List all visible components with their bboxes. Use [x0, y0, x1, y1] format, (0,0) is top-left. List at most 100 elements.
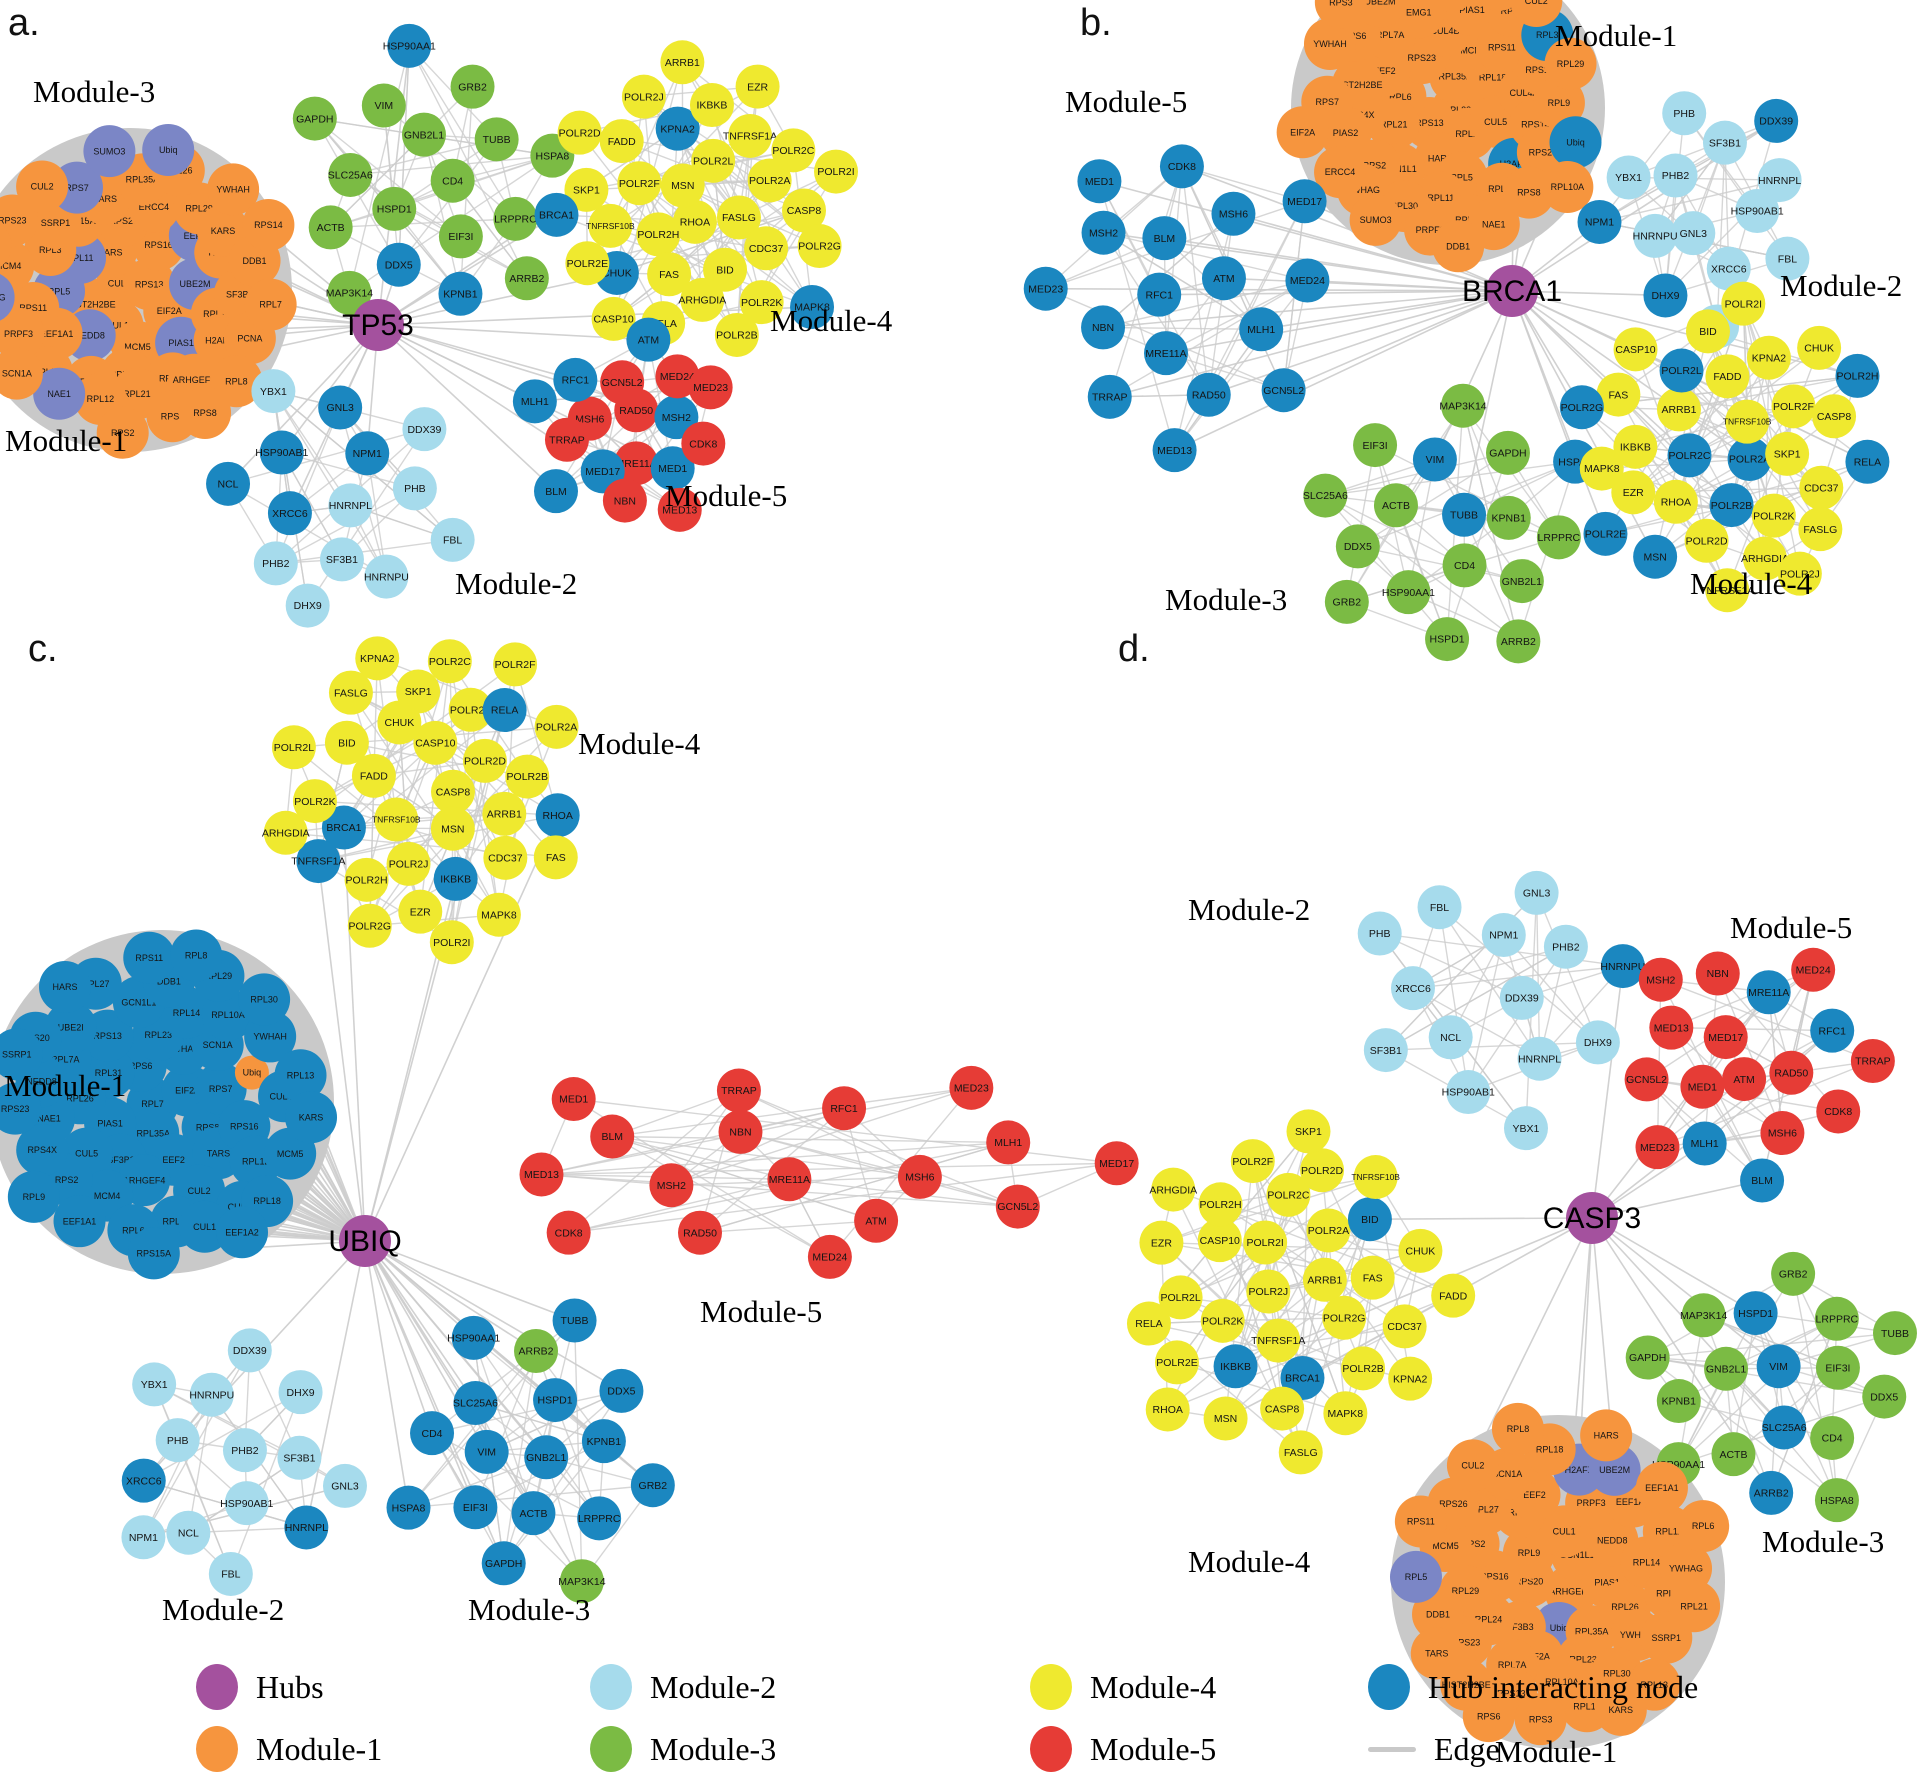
node-POLR2J[interactable] — [1777, 551, 1822, 596]
node-GNB2L1[interactable] — [524, 1435, 569, 1480]
node-SF3B1[interactable] — [319, 537, 364, 582]
node-MED1[interactable] — [1077, 159, 1122, 204]
node-VIM[interactable] — [361, 83, 406, 128]
node-POLR2C[interactable] — [427, 639, 472, 684]
node-KARS[interactable] — [285, 1091, 338, 1144]
node-SCN1A[interactable] — [0, 347, 43, 400]
node-CDC37[interactable] — [1382, 1304, 1427, 1349]
node-RPL9[interactable] — [7, 1170, 60, 1223]
node-KPNB1[interactable] — [1656, 1379, 1701, 1424]
node-POLR2J[interactable] — [386, 841, 431, 886]
node-KPNA2[interactable] — [355, 636, 400, 681]
node-KPNB1[interactable] — [438, 271, 483, 316]
node-RPS11[interactable] — [123, 931, 176, 984]
node-SF3B1[interactable] — [277, 1435, 322, 1480]
node-EZR[interactable] — [1611, 470, 1656, 515]
node-GCN5L2[interactable] — [1624, 1057, 1669, 1102]
node-CASP8[interactable] — [1812, 394, 1857, 439]
node-RFC1[interactable] — [1137, 272, 1182, 317]
node-MLH1[interactable] — [1239, 307, 1284, 352]
node-FAS[interactable] — [1596, 372, 1641, 417]
node-POLR2B[interactable] — [714, 312, 759, 357]
node-ATM[interactable] — [854, 1198, 899, 1243]
node-MAPK8[interactable] — [1579, 446, 1624, 491]
node-MRE11A[interactable] — [767, 1157, 812, 1202]
hub-node-UBIQ[interactable] — [339, 1215, 391, 1267]
node-ARRB2[interactable] — [514, 1328, 559, 1373]
node-MSN[interactable] — [430, 806, 475, 851]
node-PHB[interactable] — [1662, 91, 1707, 136]
node-CDK8[interactable] — [1159, 144, 1204, 189]
node-RPS6[interactable] — [1462, 1690, 1515, 1743]
node-POLR2F[interactable] — [1771, 384, 1816, 429]
node-RPL9[interactable] — [0, 219, 12, 271]
node-HSPD1[interactable] — [1425, 617, 1470, 662]
node-BID[interactable] — [1685, 309, 1730, 354]
node-NCL[interactable] — [1428, 1015, 1473, 1060]
node-POLR2H[interactable] — [636, 212, 681, 257]
node-RHOA[interactable] — [535, 793, 580, 838]
node-POLR2A[interactable] — [1306, 1208, 1351, 1253]
node-POLR2B[interactable] — [1709, 483, 1754, 528]
node-CASP10[interactable] — [413, 720, 458, 765]
node-POLR2L[interactable] — [1158, 1275, 1203, 1320]
node-RPL30[interactable] — [238, 973, 291, 1026]
node-MED13[interactable] — [657, 487, 702, 532]
node-SUMO3[interactable] — [83, 125, 136, 178]
node-FBL[interactable] — [1765, 236, 1810, 281]
node-POLR2E[interactable] — [448, 687, 493, 732]
node-ACTB[interactable] — [511, 1491, 556, 1536]
node-MAP3K14[interactable] — [559, 1559, 604, 1604]
node-MSH6[interactable] — [1760, 1111, 1805, 1156]
node-YBX1[interactable] — [251, 369, 296, 414]
node-DDX5[interactable] — [376, 242, 421, 287]
node-FBL[interactable] — [208, 1551, 253, 1596]
node-HSP90AA1[interactable] — [387, 23, 432, 68]
node-GRB2[interactable] — [1771, 1251, 1816, 1296]
node-BLM[interactable] — [1740, 1158, 1785, 1203]
node-KARS[interactable] — [1594, 1683, 1647, 1736]
node-YBX1[interactable] — [1503, 1106, 1548, 1151]
node-SF3B1[interactable] — [1702, 120, 1747, 165]
node-HNRNPL[interactable] — [1757, 158, 1802, 203]
node-MED24[interactable] — [807, 1234, 852, 1279]
node-CHUK[interactable] — [1398, 1228, 1443, 1273]
node-PHB2[interactable] — [1543, 924, 1588, 969]
node-RPL8[interactable] — [1491, 1402, 1544, 1455]
node-ARRB1[interactable] — [482, 791, 527, 836]
node-MED24[interactable] — [655, 354, 700, 399]
node-NBN[interactable] — [718, 1109, 763, 1154]
node-ATM[interactable] — [626, 317, 671, 362]
node-CUL2[interactable] — [1446, 1439, 1499, 1492]
node-POLR2C[interactable] — [1667, 433, 1712, 478]
node-MED13[interactable] — [1152, 428, 1197, 473]
node-MLH1[interactable] — [1682, 1121, 1727, 1166]
node-LRPPRC[interactable] — [1536, 515, 1581, 560]
node-HSP90AB1[interactable] — [1735, 189, 1780, 234]
node-POLR2B[interactable] — [1341, 1346, 1386, 1391]
node-POLR2F[interactable] — [493, 642, 538, 687]
node-MSN[interactable] — [660, 163, 705, 208]
node-DDB1[interactable] — [1412, 1588, 1465, 1641]
node-LRPPRC[interactable] — [493, 196, 538, 241]
node-RPL7[interactable] — [244, 278, 297, 331]
node-ARRB1[interactable] — [1302, 1257, 1347, 1302]
node-CASP8[interactable] — [430, 769, 475, 814]
node-FADD[interactable] — [1431, 1273, 1476, 1318]
node-HNRNPL[interactable] — [328, 483, 373, 528]
node-DDX5[interactable] — [1862, 1374, 1907, 1419]
node-RPS3[interactable] — [1314, 0, 1367, 29]
node-POLR2I[interactable] — [1721, 281, 1766, 326]
node-BLM[interactable] — [590, 1114, 635, 1159]
node-EIF2A[interactable] — [1276, 106, 1329, 159]
node-MSH6[interactable] — [897, 1154, 942, 1199]
node-NBN[interactable] — [602, 478, 647, 523]
node-TNFRSF10B[interactable] — [588, 203, 633, 248]
node-MED13[interactable] — [519, 1152, 564, 1197]
node-POLR2D[interactable] — [1300, 1148, 1345, 1193]
node-RHOA[interactable] — [1653, 479, 1698, 524]
node-TNFRSF10B[interactable] — [374, 797, 419, 842]
node-HSP90AA1[interactable] — [451, 1315, 496, 1360]
node-RPL5[interactable] — [1389, 1550, 1442, 1603]
node-XRCC6[interactable] — [121, 1458, 166, 1503]
